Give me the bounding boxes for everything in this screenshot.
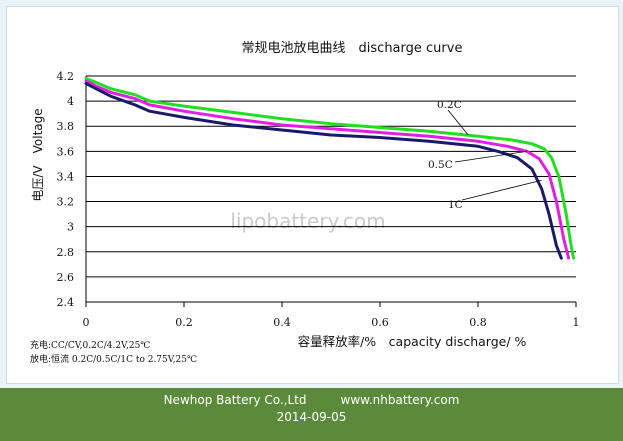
x-axis-label: 容量释放率/% capacity discharge/ % [298, 334, 527, 349]
footer-date: 2014-09-05 [276, 410, 347, 424]
y-tick-label: 3.6 [57, 145, 75, 158]
y-tick-labels: 2.4 2.6 2.8 3 3.2 3.4 3.6 3.8 4 4.2 [57, 70, 75, 309]
series-lines [84, 77, 575, 260]
y-tick-label: 3 [67, 221, 74, 234]
x-tick-label: 0.4 [273, 316, 291, 329]
x-tick-label: 0.8 [469, 316, 487, 329]
chart-title: 常规电池放电曲线 discharge curve [242, 41, 463, 56]
annotation-leader [447, 109, 469, 136]
footer-company-line: Newhop Battery Co.,Ltd www.nhbattery.com [0, 393, 623, 407]
annotation-leader [454, 150, 528, 163]
y-tick-label: 2.6 [57, 271, 75, 284]
y-tick-label: 4 [67, 95, 74, 108]
footer-website[interactable]: www.nhbattery.com [340, 393, 460, 407]
series-annotation-label: 0.2C [437, 99, 462, 111]
watermark: lipobattery.com [230, 209, 385, 233]
footer-bar: Newhop Battery Co.,Ltd www.nhbattery.com … [0, 388, 623, 441]
series-annotation-label: 1C [448, 199, 463, 211]
axes [85, 76, 577, 307]
series-line-0-2c [84, 77, 575, 260]
x-tick-label: 0 [83, 316, 90, 329]
y-tick-label: 3.2 [57, 196, 75, 209]
note-charge: 充电:CC/CV,0.2C/4.2V,25℃ [30, 339, 150, 351]
y-tick-label: 3.4 [57, 170, 75, 183]
chart-panel [6, 6, 619, 384]
y-tick-label: 2.8 [57, 246, 75, 259]
footer-company: Newhop Battery Co.,Ltd [163, 393, 307, 407]
annotation-leader [461, 179, 542, 201]
x-tick-label: 0.6 [371, 316, 389, 329]
discharge-chart: 常规电池放电曲线 discharge curve 电压/V Voltage 容量… [30, 41, 580, 365]
x-tick-label: 1 [573, 316, 580, 329]
grid-lines [86, 75, 576, 303]
y-axis-label: 电压/V Voltage [31, 108, 45, 201]
y-tick-label: 3.8 [57, 120, 75, 133]
y-tick-label: 4.2 [57, 70, 75, 83]
note-discharge: 放电:恒流 0.2C/0.5C/1C to 2.75V,25℃ [30, 353, 197, 365]
series-annotations: 0.2C 0.5C 1C [428, 99, 542, 211]
series-line-0-5c [84, 79, 571, 260]
x-tick-label: 0.2 [175, 316, 193, 329]
series-line-1c [84, 82, 563, 260]
y-tick-label: 2.4 [57, 296, 75, 309]
x-tick-labels: 0 0.2 0.4 0.6 0.8 1 [83, 316, 580, 329]
series-annotation-label: 0.5C [428, 159, 453, 171]
